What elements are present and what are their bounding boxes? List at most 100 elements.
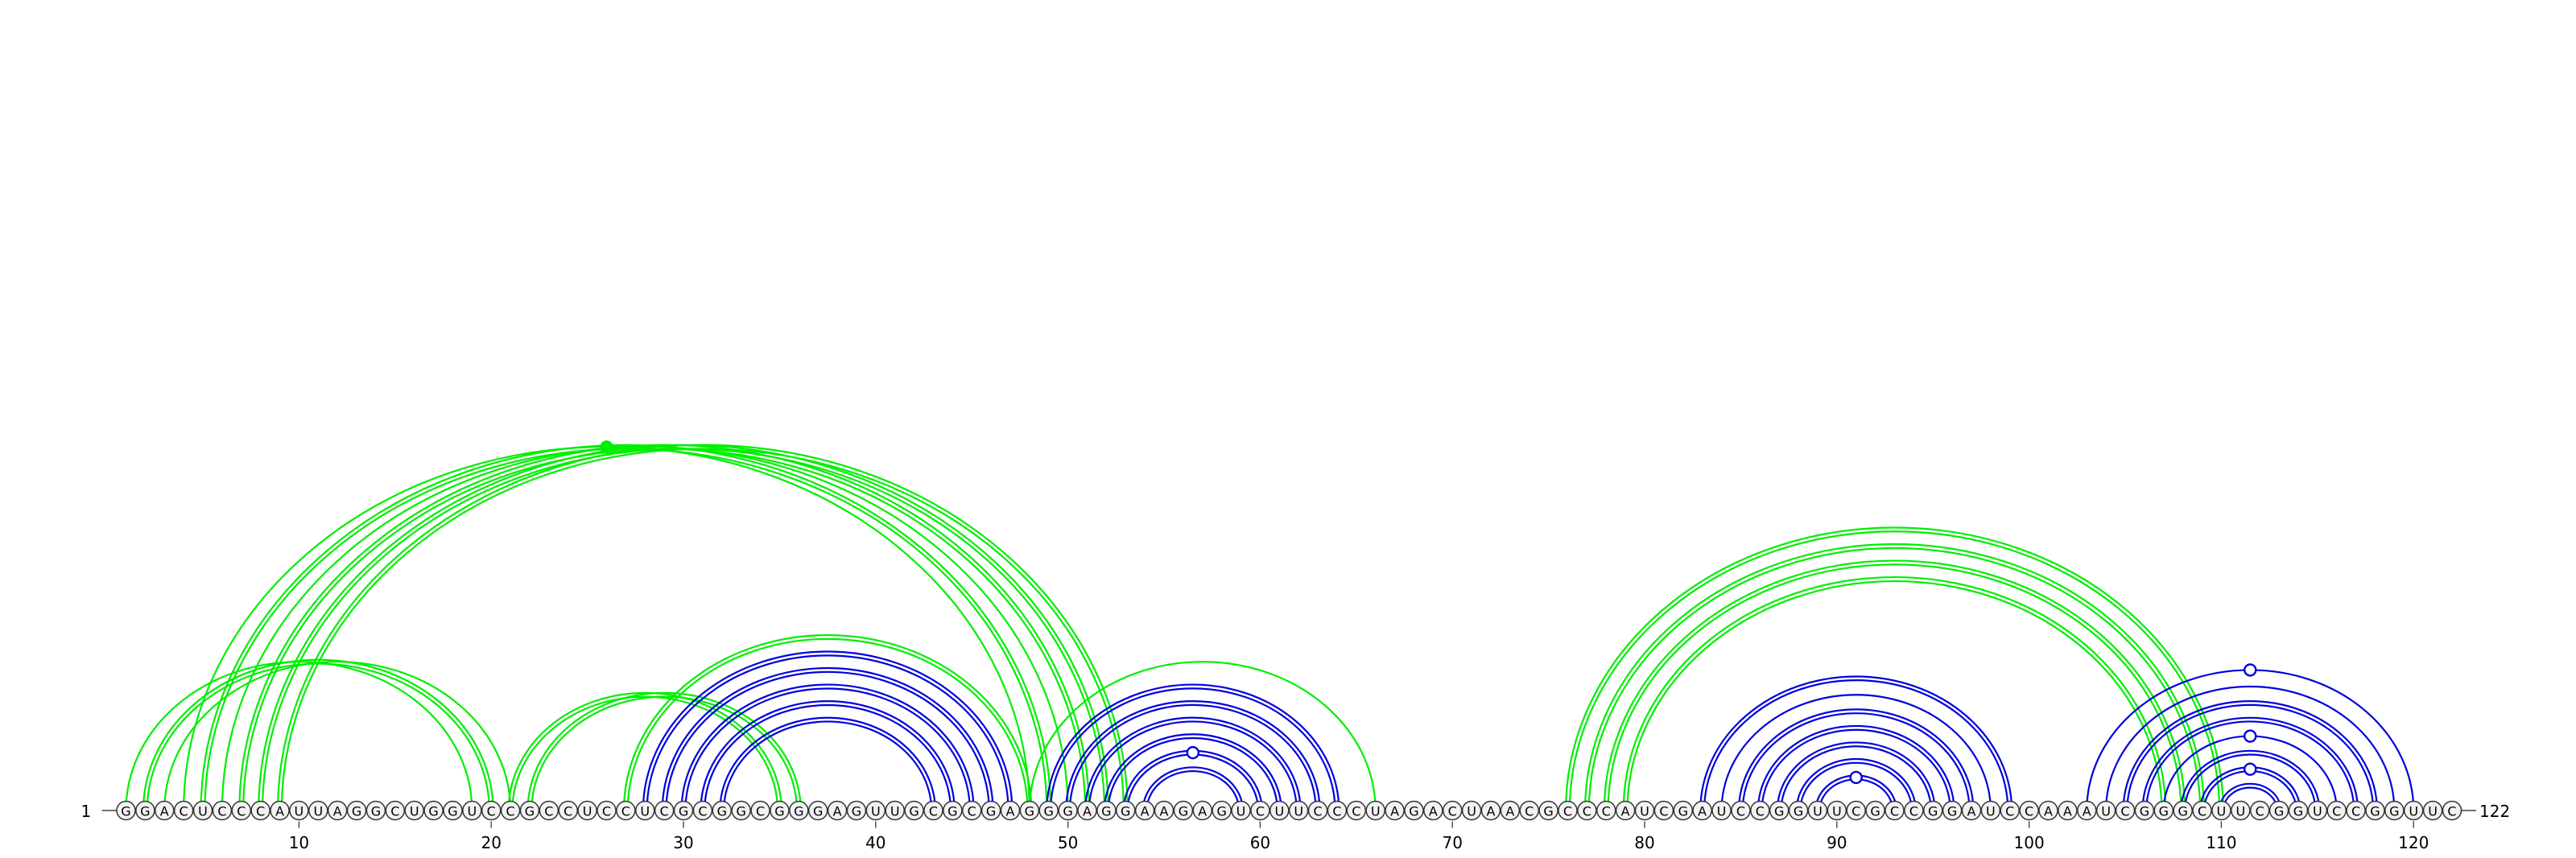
base-pair-arc-2-20 bbox=[142, 658, 494, 811]
base-pair-arc-21-35 bbox=[507, 691, 782, 811]
nucleotide-letter: G bbox=[1179, 804, 1188, 819]
nucleotide: C bbox=[500, 800, 521, 821]
nucleotide: C bbox=[2019, 800, 2039, 821]
nucleotide-letter: C bbox=[2351, 804, 2360, 819]
nucleotide-letter: A bbox=[1505, 804, 1514, 819]
position-tick: 100 bbox=[2014, 821, 2045, 852]
nucleotide-letter: C bbox=[2256, 804, 2264, 819]
nucleotide-letter: C bbox=[1602, 804, 1611, 819]
nucleotide: U bbox=[1980, 800, 2001, 821]
nucleotide: U bbox=[1711, 800, 1732, 821]
nucleotide-letter: C bbox=[544, 804, 553, 819]
nucleotide: A bbox=[1961, 800, 1982, 821]
nucleotide: G bbox=[1865, 800, 1885, 821]
nucleotide-letter: A bbox=[2063, 804, 2072, 819]
nucleotide: U bbox=[462, 800, 482, 821]
nucleotide-letter: C bbox=[217, 804, 226, 819]
nucleotide-letter: U bbox=[583, 804, 592, 819]
nucleotide-letter: G bbox=[525, 804, 535, 819]
nucleotide-letter: G bbox=[1947, 804, 1957, 819]
nucleotide-letter: A bbox=[1621, 804, 1630, 819]
nucleotide: G bbox=[1212, 800, 1232, 821]
nucleotide: A bbox=[1134, 800, 1155, 821]
arc-marker bbox=[1849, 770, 1863, 785]
nucleotide: A bbox=[270, 800, 290, 821]
nucleotide: C bbox=[1596, 800, 1616, 821]
arc-marker bbox=[2244, 762, 2257, 776]
start-index-label: 1 bbox=[81, 802, 92, 821]
nucleotide: U bbox=[1827, 800, 1847, 821]
nucleotide-letter: U bbox=[2217, 804, 2227, 819]
position-tick: 50 bbox=[1058, 821, 1078, 852]
nucleotide: U bbox=[865, 800, 886, 821]
nucleotide-letter: U bbox=[640, 804, 650, 819]
nucleotide: C bbox=[1327, 800, 1348, 821]
nucleotide-letter: A bbox=[2044, 804, 2053, 819]
nucleotide-letter: G bbox=[1025, 804, 1034, 819]
nucleotide-letter: C bbox=[1659, 804, 1668, 819]
nucleotide-letter: G bbox=[121, 804, 130, 819]
nucleotide: G bbox=[2173, 800, 2193, 821]
base-pair-arc-86-96 bbox=[1757, 724, 1955, 811]
nucleotide-letter: C bbox=[256, 804, 265, 819]
nucleotide-letter: G bbox=[1063, 804, 1072, 819]
nucleotide: C bbox=[692, 800, 713, 821]
nucleotide-letter: G bbox=[852, 804, 861, 819]
nucleotide: C bbox=[2000, 800, 2020, 821]
nucleotide-letter: G bbox=[1044, 804, 1054, 819]
nucleotide: A bbox=[1692, 800, 1712, 821]
nucleotide: C bbox=[173, 800, 194, 821]
nucleotide-letter: A bbox=[1160, 804, 1169, 819]
nucleotide: U bbox=[289, 800, 309, 821]
nucleotide-letter: C bbox=[390, 804, 399, 819]
nucleotide-letter: G bbox=[717, 804, 727, 819]
nucleotide-letter: C bbox=[660, 804, 669, 819]
nucleotide-letter: U bbox=[1832, 804, 1842, 819]
nucleotide: C bbox=[2249, 800, 2270, 821]
nucleotide-letter: C bbox=[1448, 804, 1457, 819]
base-pair-arc-88-94 bbox=[1795, 757, 1917, 811]
nucleotide-letter: U bbox=[1717, 804, 1727, 819]
nucleotide: C bbox=[750, 800, 770, 821]
nucleotide: G bbox=[846, 800, 867, 821]
nucleotide: C bbox=[1653, 800, 1674, 821]
nucleotide: C bbox=[2115, 800, 2136, 821]
tick-label: 110 bbox=[2206, 833, 2236, 852]
nucleotide-letter: G bbox=[2293, 804, 2303, 819]
nucleotide-letter: U bbox=[198, 804, 208, 819]
nucleotide: C bbox=[1846, 800, 1866, 821]
nucleotide: G bbox=[943, 800, 963, 821]
nucleotide-letter: G bbox=[2178, 804, 2187, 819]
position-tick: 120 bbox=[2398, 821, 2429, 852]
base-pair-arc-103-120 bbox=[2086, 663, 2415, 811]
nucleotide-letter: U bbox=[1467, 804, 1476, 819]
nucleotide: G bbox=[1038, 800, 1059, 821]
nucleotide-letter: C bbox=[602, 804, 611, 819]
tick-label: 80 bbox=[1634, 833, 1654, 852]
nucleotide: U bbox=[192, 800, 213, 821]
position-tick: 30 bbox=[673, 821, 694, 852]
base-pair-arc-110-113 bbox=[2218, 782, 2282, 811]
nucleotide-letter: U bbox=[1294, 804, 1303, 819]
nucleotide: C bbox=[616, 800, 636, 821]
nucleotide-letter: G bbox=[2159, 804, 2169, 819]
nucleotide-letter: U bbox=[2409, 804, 2418, 819]
nucleotide: C bbox=[1750, 800, 1770, 821]
nucleotide-letter: U bbox=[313, 804, 323, 819]
nucleotide-letter: G bbox=[1928, 804, 1938, 819]
nucleotide-letter: A bbox=[1487, 804, 1496, 819]
nucleotide: A bbox=[1500, 800, 1521, 821]
nucleotide-letter: C bbox=[564, 804, 572, 819]
base-pair-arc-106-117 bbox=[2141, 716, 2359, 811]
nucleotide: C bbox=[961, 800, 982, 821]
nucleotide-letter: A bbox=[1006, 804, 1015, 819]
nucleotide: G bbox=[1538, 800, 1558, 821]
tick-label: 30 bbox=[673, 833, 693, 852]
base-pair-arc-29-46 bbox=[661, 667, 994, 811]
nucleotide-letter: G bbox=[774, 804, 784, 819]
nucleotide-letter: G bbox=[1774, 804, 1784, 819]
nucleotide: C bbox=[1519, 800, 1539, 821]
nucleotide: G bbox=[116, 800, 136, 821]
nucleotide: G bbox=[2134, 800, 2155, 821]
